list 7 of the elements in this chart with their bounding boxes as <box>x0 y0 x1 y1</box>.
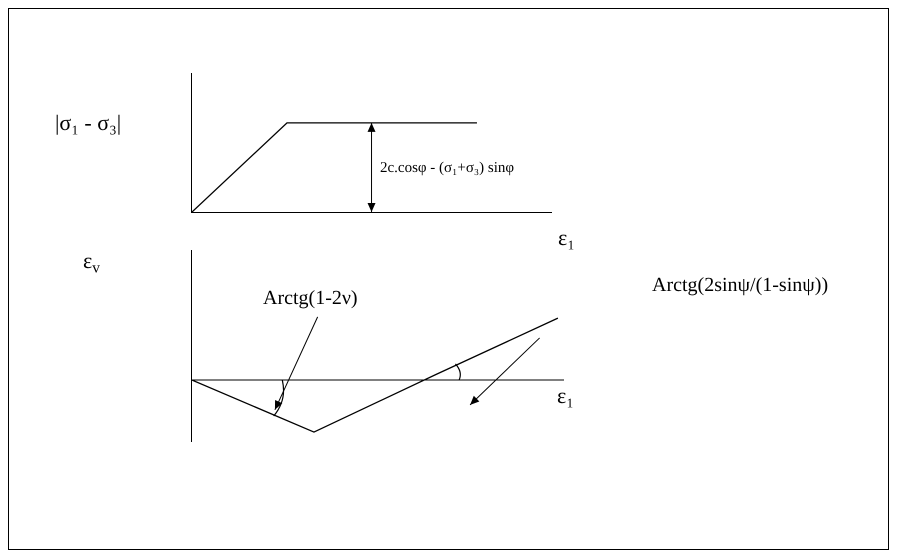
x-axis-title: ε₁ <box>558 225 575 250</box>
text: Arctg(1-2ν) <box>263 287 358 309</box>
text: Arctg(2sinψ/(1-sinψ)) <box>652 274 828 296</box>
y-axis-title: ε$_{v}$ <box>83 248 100 277</box>
x-axis-title: ε₁ <box>557 383 574 408</box>
y-axis-title: |σ₁ - σ₃| <box>55 110 122 135</box>
annotation: 2c.cosφ - (σ₁+σ₃) sinφ <box>380 160 514 176</box>
